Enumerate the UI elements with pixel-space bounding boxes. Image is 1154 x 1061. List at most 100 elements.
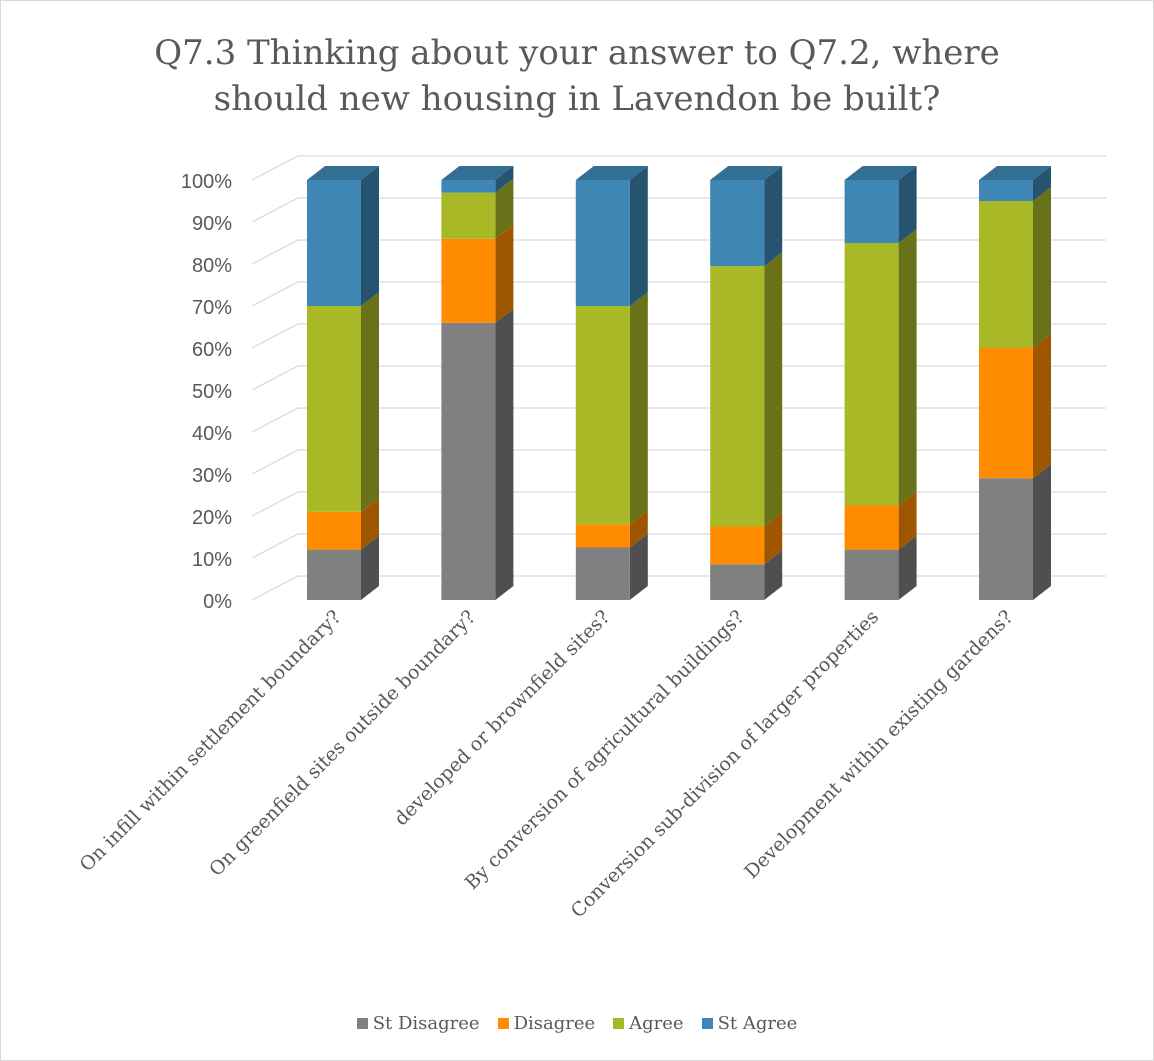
- legend: St Disagree Disagree Agree St Agree: [0, 1013, 1154, 1034]
- bar-side-disagree: [764, 512, 783, 565]
- y-tick-label: 10%: [192, 549, 232, 571]
- x-category-label: On greenfield sites outside boundary?: [205, 606, 480, 881]
- x-category-label: By conversion of agricultural buildings?: [461, 606, 749, 894]
- bar-segment-disagree: [979, 348, 1033, 479]
- gridline: [251, 575, 1106, 601]
- bar-side-st-agree: [1033, 166, 1051, 201]
- y-tick-label: 20%: [192, 507, 232, 529]
- bar-segment-st-agree: [979, 180, 1033, 201]
- y-tick-label: 40%: [192, 423, 232, 445]
- chart-title: Q7.3 Thinking about your answer to Q7.2,…: [0, 30, 1154, 122]
- bar-segment-disagree: [307, 511, 361, 550]
- bar-segment-st-agree: [307, 180, 361, 306]
- x-category-label: developed or brownfield sites?: [390, 606, 614, 830]
- bar-segment-agree: [441, 192, 496, 239]
- x-category-label: Conversion sub-division of larger proper…: [567, 606, 883, 922]
- gridline: [251, 239, 1106, 265]
- legend-item-agree: Agree: [613, 1013, 684, 1034]
- legend-label-st-agree: St Agree: [717, 1013, 798, 1034]
- bar-side-st-agree: [764, 166, 783, 267]
- bar-segment-st-agree: [844, 180, 899, 243]
- bar-segment-agree: [710, 266, 765, 527]
- gridline: [251, 197, 1106, 223]
- bar-segment-disagree: [710, 526, 765, 565]
- bar-segment-st-agree: [441, 180, 496, 193]
- stacked-bar-chart: 0% 10% 20% 30% 40% 50% 60% 70% 80% 90% 100% On inf…: [75, 155, 1106, 922]
- legend-swatch-disagree: [497, 1018, 509, 1029]
- legend-swatch-st-agree: [701, 1018, 713, 1029]
- bar-side-agree: [1033, 187, 1051, 348]
- bar-segment-st-disagree: [441, 322, 496, 600]
- bar-top-st-agree: [710, 166, 783, 180]
- gridline: [251, 533, 1106, 559]
- bar-segment-st-disagree: [844, 549, 899, 600]
- bar-segment-st-agree: [710, 180, 765, 267]
- legend-item-st-agree: St Agree: [701, 1013, 798, 1034]
- bar-side-st-disagree: [764, 550, 783, 600]
- bar-side-st-agree: [629, 166, 648, 306]
- gridline: [251, 155, 1106, 181]
- bar-segment-agree: [844, 243, 899, 506]
- bar-side-agree: [898, 229, 917, 506]
- legend-swatch-agree: [613, 1018, 625, 1029]
- bar-side-st-disagree: [629, 533, 648, 600]
- legend-label-disagree: Disagree: [513, 1013, 596, 1034]
- gridline: [251, 491, 1106, 517]
- bar-side-st-agree: [898, 166, 917, 243]
- legend-label-agree: Agree: [629, 1013, 684, 1034]
- bar-side-st-disagree: [898, 535, 917, 600]
- bar-side-agree: [495, 178, 514, 239]
- bar-top-st-agree: [307, 166, 379, 180]
- bar-segment-disagree: [844, 505, 899, 550]
- bar-side-agree: [629, 292, 648, 525]
- bar-side-agree: [764, 252, 783, 527]
- gridline: [251, 449, 1106, 475]
- bar-segment-st-disagree: [307, 549, 361, 600]
- chart-title-line-1: Q7.3 Thinking about your answer to Q7.2,…: [154, 33, 1000, 73]
- bar-side-disagree: [495, 224, 514, 323]
- bar-segment-disagree: [441, 238, 496, 323]
- bar-side-st-agree: [361, 166, 379, 306]
- gridline: [251, 281, 1106, 307]
- bar-segment-agree: [575, 306, 630, 525]
- x-category-label: Development within existing gardens?: [740, 606, 1017, 883]
- bar-segment-agree: [979, 201, 1033, 348]
- y-tick-label: 0%: [203, 591, 232, 613]
- bar-side-st-agree: [495, 166, 514, 193]
- bar-segment-st-disagree: [575, 547, 630, 600]
- bar-top-st-agree: [575, 166, 648, 180]
- gridline: [251, 365, 1106, 391]
- bar-segment-agree: [307, 306, 361, 512]
- y-tick-label: 60%: [192, 339, 232, 361]
- bar-side-disagree: [629, 510, 648, 548]
- y-tick-label: 80%: [192, 255, 232, 277]
- bar-top-st-agree: [441, 166, 514, 180]
- bar-segment-st-disagree: [979, 478, 1033, 600]
- bar-side-st-disagree: [495, 308, 514, 600]
- y-tick-label: 100%: [181, 171, 232, 193]
- bars: [307, 166, 1051, 600]
- y-tick-label: 90%: [192, 213, 232, 235]
- chart-title-line-2: should new housing in Lavendon be built?: [213, 79, 941, 119]
- bar-side-st-disagree: [1033, 464, 1051, 600]
- bar-side-agree: [361, 292, 379, 512]
- bar-side-disagree: [1033, 334, 1051, 479]
- bar-side-disagree: [898, 491, 917, 550]
- y-tick-label: 70%: [192, 297, 232, 319]
- y-axis-tick-labels: 0% 10% 20% 30% 40% 50% 60% 70% 80% 90% 100%: [181, 171, 232, 613]
- y-tick-label: 30%: [192, 465, 232, 487]
- bar-segment-st-disagree: [710, 564, 765, 600]
- bar-side-disagree: [361, 497, 379, 550]
- legend-item-disagree: Disagree: [497, 1013, 596, 1034]
- bar-side-st-disagree: [361, 535, 379, 600]
- legend-label-st-disagree: St Disagree: [372, 1013, 480, 1034]
- legend-swatch-st-disagree: [356, 1018, 368, 1029]
- gridline: [251, 407, 1106, 433]
- bar-top-st-agree: [979, 166, 1051, 180]
- bar-segment-st-agree: [575, 180, 630, 306]
- y-tick-label: 50%: [192, 381, 232, 403]
- x-axis-category-labels: On infill within settlement boundary?On …: [75, 606, 1017, 922]
- gridlines: [251, 155, 1106, 601]
- x-category-label: On infill within settlement boundary?: [75, 606, 345, 876]
- legend-item-st-disagree: St Disagree: [356, 1013, 480, 1034]
